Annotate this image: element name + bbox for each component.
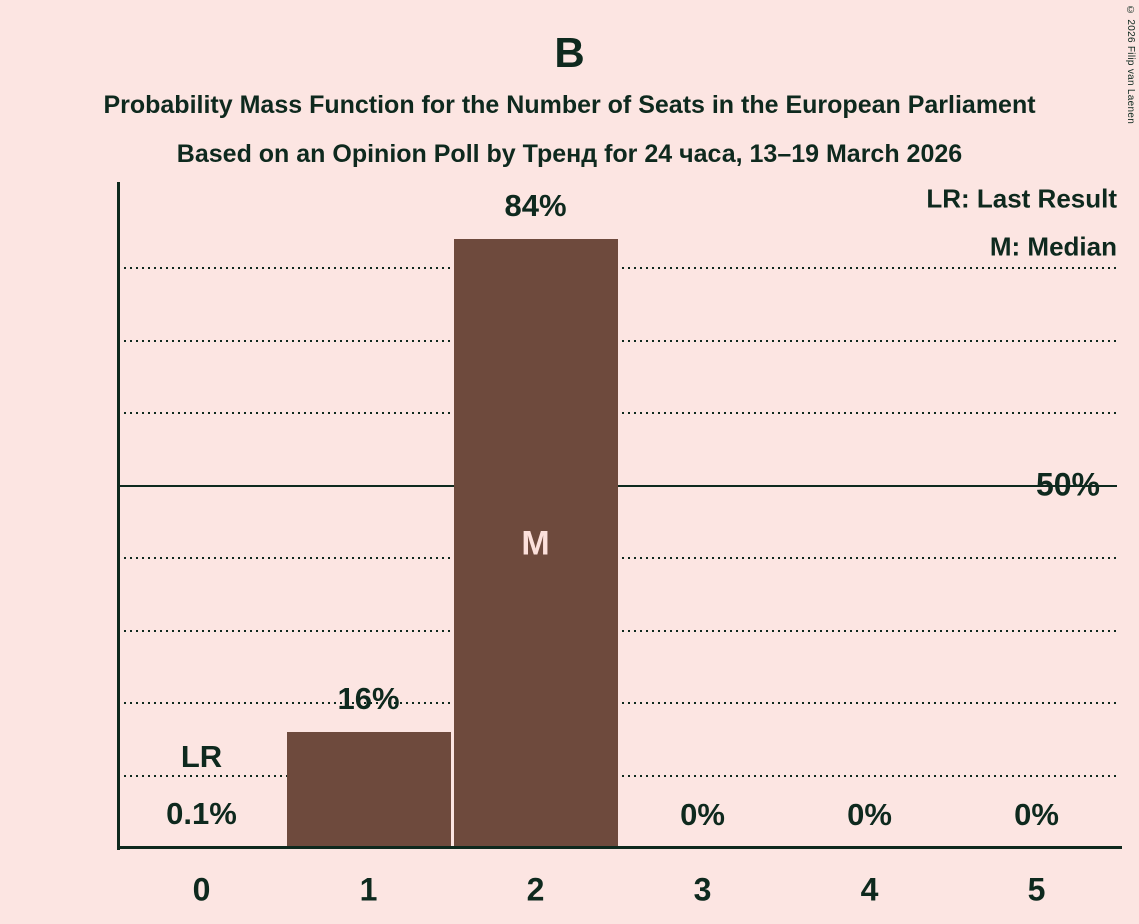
legend-median: M: Median bbox=[989, 231, 1117, 262]
chart-subtitle: Probability Mass Function for the Number… bbox=[103, 91, 1036, 119]
bar-value-label-0: 0.1% bbox=[166, 796, 237, 832]
chart-poll-subtitle: Based on an Opinion Poll by Тренд for 24… bbox=[176, 140, 963, 168]
bar-1 bbox=[286, 732, 451, 848]
gridline-10pct bbox=[118, 774, 1117, 777]
gridline-60pct bbox=[118, 412, 1117, 414]
bar-value-label-4: 0% bbox=[847, 797, 892, 832]
last-result-marker-label: LR bbox=[180, 739, 223, 775]
bar-value-label-1: 16% bbox=[337, 681, 400, 716]
x-axis-line bbox=[117, 846, 1122, 849]
gridline-40pct bbox=[118, 557, 1117, 559]
x-tick-label-3: 3 bbox=[693, 871, 712, 908]
x-tick-label-5: 5 bbox=[1027, 871, 1046, 908]
x-tick-label-1: 1 bbox=[359, 871, 378, 908]
gridline-20pct bbox=[118, 702, 1117, 704]
bar-2 bbox=[453, 239, 618, 848]
chart-title: B bbox=[554, 29, 585, 76]
bar-value-label-5: 0% bbox=[1014, 797, 1059, 832]
x-tick-label-4: 4 bbox=[860, 871, 879, 908]
gridline-80pct bbox=[118, 267, 1117, 269]
gridline-50pct bbox=[118, 484, 1117, 487]
bar-value-label-2: 84% bbox=[504, 188, 567, 223]
gridline-70pct bbox=[118, 339, 1117, 342]
gridline-30pct bbox=[118, 629, 1117, 632]
bar-value-label-3: 0% bbox=[680, 797, 725, 832]
y-axis-line bbox=[117, 182, 120, 850]
x-tick-label-2: 2 bbox=[526, 871, 545, 908]
median-marker-label: M bbox=[521, 524, 550, 562]
x-tick-label-0: 0 bbox=[192, 871, 211, 908]
legend-last-result: LR: Last Result bbox=[926, 183, 1117, 214]
copyright-notice: © 2026 Filip van Laenen bbox=[1125, 5, 1136, 125]
